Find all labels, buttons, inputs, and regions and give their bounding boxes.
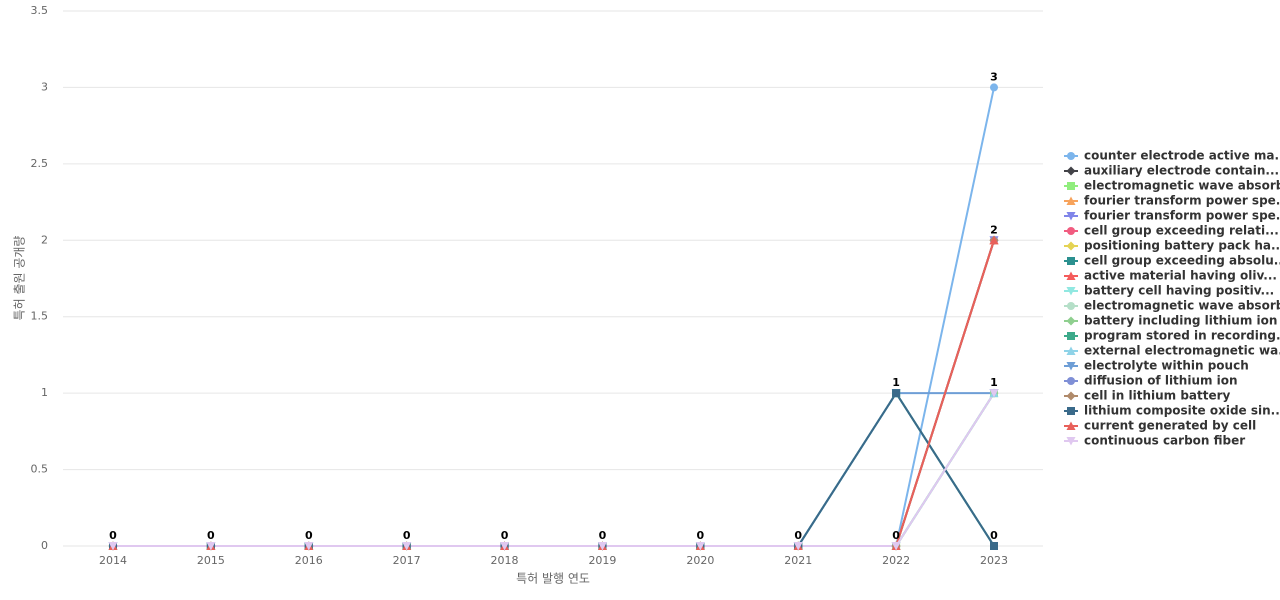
data-label: 0 [794, 529, 802, 542]
data-label: 0 [109, 529, 117, 542]
x-tick-label: 2023 [980, 554, 1008, 567]
legend-label: lithium composite oxide sin... [1084, 404, 1280, 418]
legend-marker [1066, 437, 1076, 446]
legend-marker [1066, 287, 1076, 296]
legend-marker [1066, 196, 1076, 205]
data-point [402, 542, 412, 551]
data-point [206, 542, 216, 551]
legend-marker [1066, 241, 1076, 251]
x-tick-label: 2015 [197, 554, 225, 567]
legend-marker [1066, 212, 1076, 221]
legend-label: fourier transform power spe... [1084, 209, 1280, 223]
y-tick-label: 1.5 [31, 310, 49, 323]
x-tick-label: 2014 [99, 554, 127, 567]
legend-label: cell in lithium battery [1084, 389, 1231, 403]
x-tick-label: 2018 [491, 554, 519, 567]
legend-label: electromagnetic wave absorb... [1084, 179, 1280, 193]
legend-marker [1067, 182, 1075, 190]
data-point [892, 389, 901, 398]
legend-label: auxiliary electrode contain... [1084, 164, 1279, 178]
legend-label: external electromagnetic wa... [1084, 344, 1280, 358]
legend-label: battery including lithium ion [1084, 314, 1277, 328]
data-point [304, 542, 314, 551]
legend-marker [1067, 302, 1075, 310]
y-tick-label: 2 [41, 233, 48, 246]
data-point [989, 235, 999, 245]
data-point [990, 83, 998, 92]
legend-marker [1066, 271, 1076, 280]
legend-label: electrolyte within pouch [1084, 359, 1249, 373]
legend-label: battery cell having positiv... [1084, 284, 1274, 298]
data-point [989, 389, 999, 398]
data-point [793, 542, 803, 551]
legend-label: current generated by cell [1084, 419, 1256, 433]
data-label: 0 [697, 529, 705, 542]
data-label: 2 [990, 223, 998, 236]
legend-marker [1066, 421, 1076, 430]
data-point [597, 542, 607, 551]
legend-marker [1067, 257, 1075, 265]
legend-marker [1066, 391, 1076, 401]
legend-label: electromagnetic wave absorb... [1084, 299, 1280, 313]
data-label: 0 [892, 529, 900, 542]
legend-label: continuous carbon fiber [1084, 434, 1245, 448]
legend-label: program stored in recording... [1084, 329, 1280, 343]
legend-label: fourier transform power spe... [1084, 194, 1280, 208]
data-point [108, 542, 118, 551]
data-label: 0 [207, 529, 215, 542]
data-label: 1 [990, 376, 998, 389]
data-label: 0 [305, 529, 313, 542]
data-point [891, 542, 901, 551]
y-tick-label: 3.5 [31, 4, 49, 17]
legend-marker [1067, 377, 1075, 385]
x-tick-label: 2022 [882, 554, 910, 567]
data-point [990, 542, 998, 550]
data-label: 0 [403, 529, 411, 542]
x-tick-label: 2019 [588, 554, 616, 567]
y-tick-label: 0.5 [31, 463, 49, 476]
legend-label: counter electrode active ma... [1084, 149, 1280, 163]
data-label: 3 [990, 70, 998, 83]
data-label: 0 [599, 529, 607, 542]
legend-marker [1067, 152, 1075, 160]
y-tick-label: 0 [41, 539, 48, 552]
y-tick-label: 1 [41, 386, 48, 399]
data-label: 0 [501, 529, 509, 542]
legend-marker [1067, 407, 1075, 415]
x-axis-title: 특허 발행 연도 [516, 571, 590, 586]
x-tick-label: 2021 [784, 554, 812, 567]
legend-label: positioning battery pack ha... [1084, 239, 1280, 253]
x-tick-label: 2017 [393, 554, 421, 567]
legend-marker [1067, 332, 1075, 340]
data-label: 0 [990, 529, 998, 542]
x-tick-label: 2016 [295, 554, 323, 567]
y-tick-label: 2.5 [31, 157, 49, 170]
legend-label: active material having oliv... [1084, 269, 1277, 283]
legend-label: cell group exceeding relati... [1084, 224, 1279, 238]
legend-marker [1066, 166, 1076, 176]
legend-marker [1066, 362, 1076, 371]
legend-marker [1066, 316, 1076, 326]
y-axis-title: 특허 출원 공개량 [13, 236, 27, 321]
data-label: 1 [892, 376, 900, 389]
legend-label: diffusion of lithium ion [1084, 374, 1238, 388]
data-point [500, 542, 510, 551]
legend-marker [1066, 346, 1076, 355]
legend-marker [1067, 227, 1075, 235]
legend-label: cell group exceeding absolu... [1084, 254, 1280, 268]
series-line [113, 392, 995, 547]
x-tick-label: 2020 [686, 554, 714, 567]
y-tick-label: 3 [41, 80, 48, 93]
data-point [695, 542, 705, 551]
